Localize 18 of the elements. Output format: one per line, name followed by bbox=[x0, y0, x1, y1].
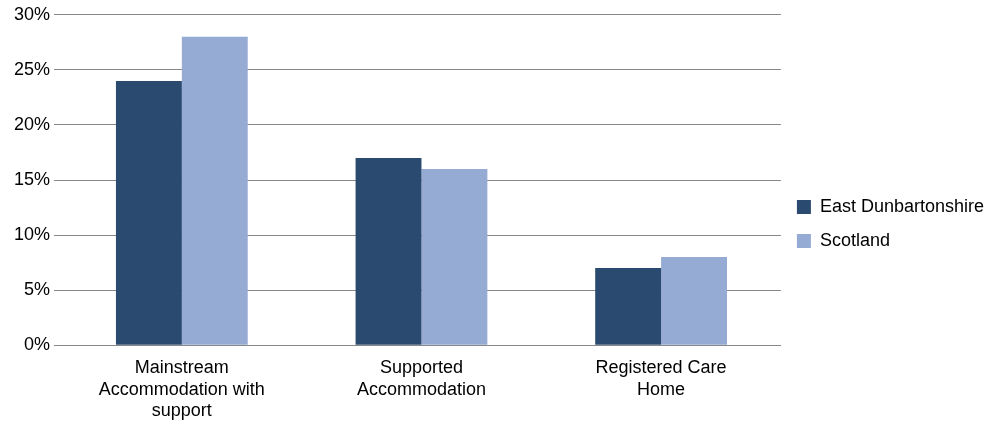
y-tick-label: 15% bbox=[14, 168, 51, 189]
bar bbox=[661, 257, 727, 345]
y-tick-label: 30% bbox=[14, 3, 51, 24]
x-tick-label: Supported Accommodation bbox=[356, 356, 486, 399]
bar bbox=[355, 157, 422, 345]
y-tick-label: 0% bbox=[24, 334, 51, 355]
x-tick-label: Mainstream Accommodation with support bbox=[98, 356, 265, 421]
y-tick-label: 25% bbox=[14, 58, 51, 79]
y-tick-label: 5% bbox=[24, 279, 51, 300]
legend-label: Scotland bbox=[819, 229, 890, 250]
x-tick-label: Registered Care Home bbox=[595, 356, 727, 399]
legend-label: East Dunbartonshire bbox=[819, 195, 984, 216]
y-tick-label: 10% bbox=[14, 224, 51, 245]
bar bbox=[595, 268, 662, 345]
bar bbox=[181, 36, 248, 345]
bar bbox=[115, 80, 182, 345]
y-tick-label: 20% bbox=[14, 113, 51, 134]
bar bbox=[421, 168, 488, 345]
